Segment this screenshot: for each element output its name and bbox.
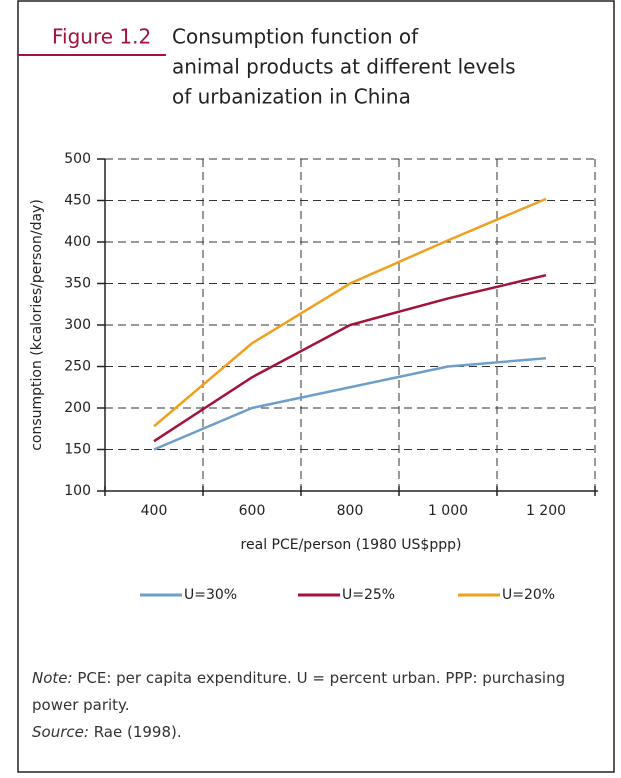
source-label: Source: xyxy=(32,723,89,741)
x-tick-label: 800 xyxy=(337,503,364,519)
y-tick-label: 100 xyxy=(64,483,91,499)
legend-label: U=20% xyxy=(502,587,555,603)
y-tick-label: 250 xyxy=(64,359,91,375)
y-tick-label: 200 xyxy=(64,400,91,416)
chart-title: animal products at different levels xyxy=(172,55,516,79)
figure-label: Figure 1.2 xyxy=(52,25,151,49)
chart-title: of urbanization in China xyxy=(172,85,411,109)
legend-label: U=25% xyxy=(342,587,395,603)
x-axis-label: real PCE/person (1980 US$ppp) xyxy=(241,537,462,553)
legend-label: U=30% xyxy=(184,587,237,603)
series-line xyxy=(153,273,547,443)
source: Source: Rae (1998). xyxy=(32,719,612,746)
y-tick-label: 500 xyxy=(64,151,91,167)
notes: Note: PCE: per capita expenditure. U = p… xyxy=(32,665,612,746)
note-text: PCE: per capita expenditure. U = percent… xyxy=(32,669,566,714)
y-tick-label: 150 xyxy=(64,442,91,458)
note-label: Note: xyxy=(32,669,73,687)
series-line xyxy=(153,197,547,428)
y-axis-label: consumption (kcalories/person/day) xyxy=(29,199,45,451)
x-tick-label: 600 xyxy=(239,503,266,519)
frame xyxy=(17,0,615,773)
x-tick-label: 400 xyxy=(141,503,168,519)
chart-title: Consumption function of xyxy=(172,25,419,49)
series-line xyxy=(153,356,547,451)
note: Note: PCE: per capita expenditure. U = p… xyxy=(32,665,612,719)
x-tick-label: 1 000 xyxy=(428,503,468,519)
y-tick-label: 450 xyxy=(64,193,91,209)
source-text: Rae (1998). xyxy=(93,723,182,741)
y-tick-label: 400 xyxy=(64,234,91,250)
y-tick-label: 300 xyxy=(64,317,91,333)
x-tick-label: 1 200 xyxy=(526,503,566,519)
y-tick-label: 350 xyxy=(64,276,91,292)
